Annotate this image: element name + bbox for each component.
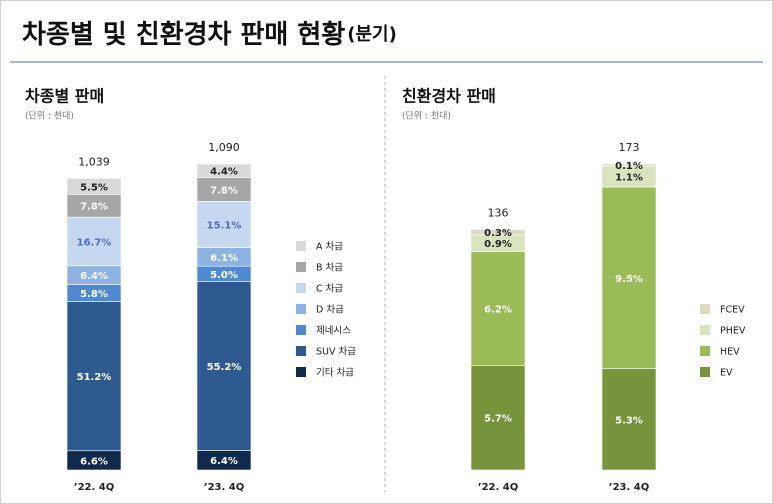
total-label: 136: [488, 206, 509, 219]
chart-title: 친환경차 판매: [402, 87, 496, 106]
value-label: 6.1%: [210, 253, 238, 264]
value-label: 6.6%: [80, 456, 108, 467]
legend-swatch: [296, 304, 306, 314]
title-main: 차종별 및 친환경차 판매 현황: [22, 20, 345, 50]
legend-swatch: [296, 241, 306, 251]
value-label: 6.4%: [210, 456, 238, 467]
slide-title: 차종별 및 친환경차 판매 현황 (분기): [22, 20, 397, 50]
legend-label: SUV 차급: [316, 346, 356, 358]
value-label: 5.0%: [210, 270, 238, 281]
bar-segment: [470, 229, 526, 236]
bar-segment: [66, 178, 122, 195]
bar-segment: [601, 368, 657, 471]
x-tick-label: ’22. 4Q: [74, 482, 114, 493]
legend-label: B 차급: [316, 262, 343, 274]
title-suffix: (분기): [347, 24, 397, 45]
bar-segment: [66, 216, 122, 267]
value-label: 5.5%: [80, 182, 108, 193]
bar-segment: [196, 281, 252, 451]
legend-label: HEV: [720, 347, 740, 358]
legend-label: PHEV: [720, 326, 746, 337]
bar-segment: [196, 163, 252, 178]
legend-swatch: [296, 346, 306, 356]
value-label: 0.3%: [484, 228, 512, 239]
legend-label: C 차급: [316, 283, 343, 295]
value-label: 6.2%: [484, 304, 512, 315]
legend-swatch: [700, 346, 710, 356]
bar-segment: [470, 251, 526, 366]
value-label: 1.1%: [615, 172, 643, 183]
bar-segment: [196, 201, 252, 248]
value-label: 7.8%: [80, 202, 108, 213]
legend-swatch: [700, 325, 710, 335]
value-label: 0.9%: [484, 239, 512, 250]
legend-label: A 차급: [316, 241, 343, 253]
unit-note: (단위 : 천대): [25, 111, 74, 122]
legend-label: 기타 차급: [316, 367, 354, 379]
total-label: 1,090: [208, 141, 240, 154]
legend-swatch: [296, 325, 306, 335]
legend-label: 제네시스: [316, 326, 351, 337]
legend-swatch: [296, 367, 306, 377]
value-label: 16.7%: [77, 237, 112, 248]
value-label: 5.3%: [615, 415, 643, 426]
x-tick-label: ’23. 4Q: [609, 482, 649, 493]
value-label: 5.7%: [484, 414, 512, 425]
chart-title: 차종별 판매: [25, 87, 104, 106]
bar-segment: [66, 301, 122, 452]
bar-segment: [601, 163, 657, 167]
legend-label: D 차급: [316, 304, 344, 316]
legend-swatch: [700, 304, 710, 314]
legend-swatch: [296, 283, 306, 293]
total-label: 173: [619, 141, 640, 154]
legend-swatch: [296, 262, 306, 272]
value-label: 15.1%: [207, 220, 242, 231]
unit-note: (단위 : 천대): [402, 111, 451, 122]
bar-segment: [470, 365, 526, 471]
value-label: 9.5%: [615, 274, 643, 285]
value-label: 51.2%: [77, 372, 112, 383]
legend-label: EV: [720, 368, 733, 379]
value-label: 0.1%: [615, 161, 643, 172]
x-tick-label: ’23. 4Q: [204, 482, 244, 493]
bar-segment: [601, 186, 657, 369]
value-label: 6.4%: [80, 271, 108, 282]
legend-label: FCEV: [720, 305, 745, 316]
value-label: 4.4%: [210, 167, 238, 178]
value-label: 55.2%: [207, 362, 242, 373]
total-label: 1,039: [78, 155, 110, 168]
x-tick-label: ’22. 4Q: [478, 482, 518, 493]
legend-swatch: [700, 367, 710, 377]
value-label: 7.8%: [210, 185, 238, 196]
value-label: 5.8%: [80, 289, 108, 300]
